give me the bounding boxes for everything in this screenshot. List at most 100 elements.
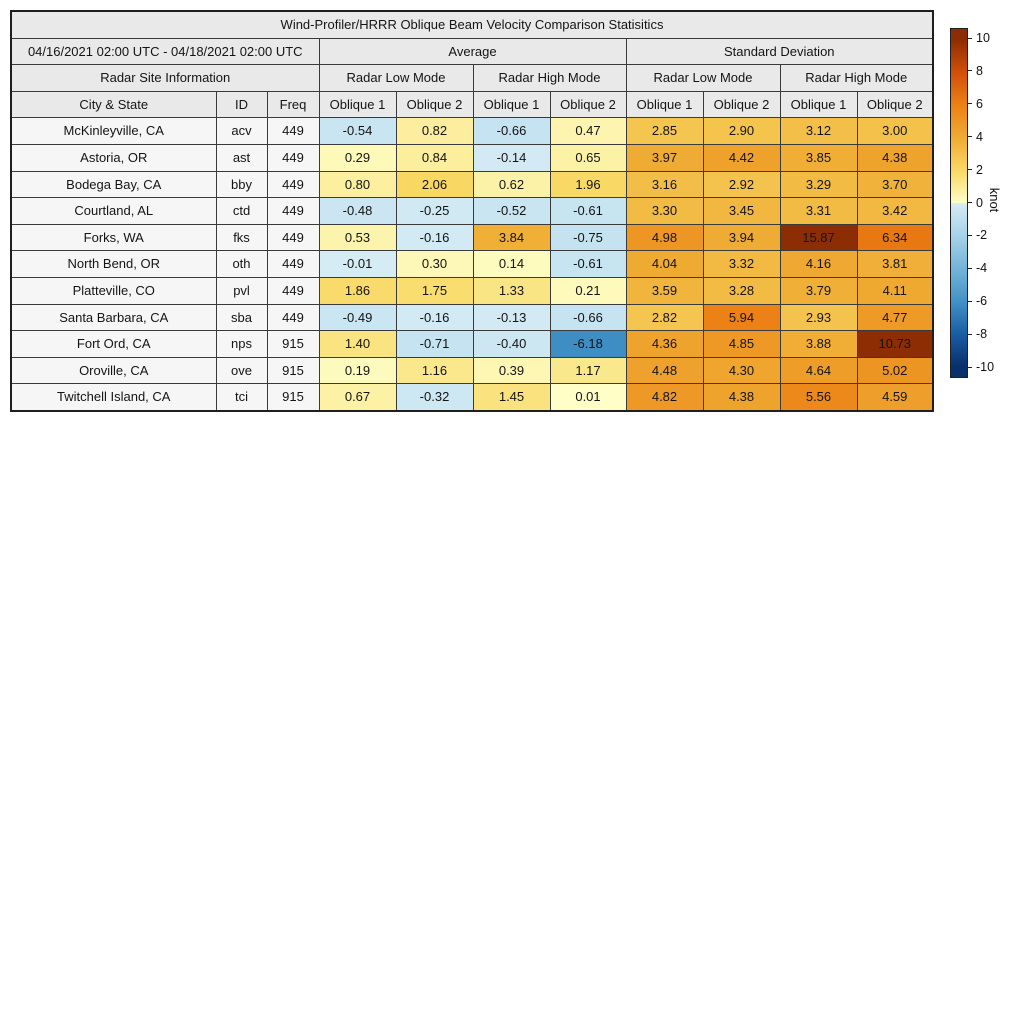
table-row: Platteville, CO pvl 449 1.86 1.75 1.33 0.21 3.5… — [10, 276, 934, 305]
value-cell: 0.21 — [549, 276, 627, 305]
column-header-oblique-5: Oblique 1 — [625, 90, 704, 119]
city-cell: North Bend, OR — [10, 250, 217, 278]
mode-header-avg-low: Radar Low Mode — [318, 64, 474, 92]
table-title: Wind-Profiler/HRRR Oblique Beam Velocity… — [10, 10, 934, 39]
date-range: 04/16/2021 02:00 UTC - 04/18/2021 02:00 … — [10, 37, 320, 66]
colorbar-tick-label: -10 — [976, 360, 995, 374]
value-cell: 0.30 — [395, 250, 474, 278]
value-cell: 0.19 — [318, 356, 397, 385]
value-cell: -0.66 — [549, 303, 627, 332]
value-cell: 1.33 — [472, 276, 551, 305]
id-cell: sba — [215, 303, 268, 332]
column-header-freq: Freq — [266, 90, 320, 119]
id-cell: ove — [215, 356, 268, 385]
value-cell: 1.86 — [318, 276, 397, 305]
freq-cell: 449 — [266, 276, 320, 305]
colorbar: 10 8 6 4 2 0 -2 -4 -6 -8 -10 knot — [950, 28, 1024, 388]
value-cell: 3.70 — [856, 170, 934, 199]
value-cell: 6.34 — [856, 223, 934, 252]
freq-cell: 915 — [266, 330, 320, 358]
value-cell: 4.04 — [625, 250, 704, 278]
mode-header-std-low: Radar Low Mode — [625, 64, 781, 92]
group-header-row: 04/16/2021 02:00 UTC - 04/18/2021 02:00 … — [10, 37, 934, 66]
column-header-oblique-4: Oblique 2 — [549, 90, 627, 119]
value-cell: 0.80 — [318, 170, 397, 199]
value-cell: 0.39 — [472, 356, 551, 385]
city-cell: McKinleyville, CA — [10, 117, 217, 145]
mode-header-avg-high: Radar High Mode — [472, 64, 627, 92]
colorbar-tick-label: -2 — [976, 228, 988, 243]
value-cell: -0.49 — [318, 303, 397, 332]
value-cell: -0.71 — [395, 330, 474, 358]
colorbar-gradient — [950, 28, 968, 378]
value-cell: 3.30 — [625, 197, 704, 225]
colorbar-tick-label: -4 — [976, 261, 988, 276]
colorbar-tick-label: 8 — [976, 63, 983, 78]
city-cell: Forks, WA — [10, 223, 217, 252]
value-cell: 2.92 — [702, 170, 781, 199]
value-cell: 5.56 — [779, 383, 858, 412]
colorbar-tick — [968, 267, 972, 269]
id-cell: oth — [215, 250, 268, 278]
colorbar-unit-label: knot — [987, 187, 1002, 213]
column-header-oblique-3: Oblique 1 — [472, 90, 551, 119]
value-cell: 2.90 — [702, 117, 781, 145]
freq-cell: 449 — [266, 303, 320, 332]
value-cell: 3.79 — [779, 276, 858, 305]
mode-header-std-high: Radar High Mode — [779, 64, 934, 92]
value-cell: 2.82 — [625, 303, 704, 332]
colorbar-tick-label: -8 — [976, 327, 988, 342]
freq-cell: 449 — [266, 223, 320, 252]
value-cell: 4.38 — [702, 383, 781, 412]
colorbar-tick-label: 4 — [976, 129, 983, 144]
freq-cell: 449 — [266, 170, 320, 199]
freq-cell: 449 — [266, 143, 320, 172]
value-cell: 4.59 — [856, 383, 934, 412]
value-cell: 3.94 — [702, 223, 781, 252]
city-cell: Astoria, OR — [10, 143, 217, 172]
value-cell: 3.31 — [779, 197, 858, 225]
id-cell: nps — [215, 330, 268, 358]
value-cell: 3.32 — [702, 250, 781, 278]
freq-cell: 449 — [266, 250, 320, 278]
value-cell: 3.42 — [856, 197, 934, 225]
value-cell: 3.29 — [779, 170, 858, 199]
city-cell: Oroville, CA — [10, 356, 217, 385]
id-cell: tci — [215, 383, 268, 412]
id-cell: fks — [215, 223, 268, 252]
city-cell: Twitchell Island, CA — [10, 383, 217, 412]
title-row: Wind-Profiler/HRRR Oblique Beam Velocity… — [10, 10, 934, 39]
id-cell: pvl — [215, 276, 268, 305]
colorbar-tick-label: -6 — [976, 294, 988, 309]
value-cell: -0.16 — [395, 303, 474, 332]
value-cell: -6.18 — [549, 330, 627, 358]
column-header-oblique-2: Oblique 2 — [395, 90, 474, 119]
value-cell: 2.06 — [395, 170, 474, 199]
value-cell: 10.73 — [856, 330, 934, 358]
table-row: Courtland, AL ctd 449 -0.48 -0.25 -0.52 -0.61 3… — [10, 197, 934, 225]
value-cell: -0.13 — [472, 303, 551, 332]
colorbar-tick — [968, 70, 972, 72]
value-cell: 2.85 — [625, 117, 704, 145]
city-cell: Santa Barbara, CA — [10, 303, 217, 332]
value-cell: -0.61 — [549, 197, 627, 225]
value-cell: 0.29 — [318, 143, 397, 172]
freq-cell: 915 — [266, 356, 320, 385]
value-cell: 0.82 — [395, 117, 474, 145]
column-header-id: ID — [215, 90, 268, 119]
value-cell: -0.25 — [395, 197, 474, 225]
value-cell: 3.00 — [856, 117, 934, 145]
table-row: McKinleyville, CA acv 449 -0.54 0.82 -0.66 0.4… — [10, 117, 934, 145]
column-header-oblique-8: Oblique 2 — [856, 90, 934, 119]
value-cell: -0.32 — [395, 383, 474, 412]
column-header-oblique-7: Oblique 1 — [779, 90, 858, 119]
value-cell: 4.38 — [856, 143, 934, 172]
table-row: North Bend, OR oth 449 -0.01 0.30 0.14 -0.61 4.… — [10, 250, 934, 278]
column-header-oblique-1: Oblique 1 — [318, 90, 397, 119]
colorbar-tick — [968, 37, 972, 39]
table-row: Astoria, OR ast 449 0.29 0.84 -0.14 0.65 3.97 4.… — [10, 143, 934, 172]
value-cell: -0.01 — [318, 250, 397, 278]
colorbar-tick-label: 10 — [976, 31, 990, 45]
value-cell: 3.28 — [702, 276, 781, 305]
